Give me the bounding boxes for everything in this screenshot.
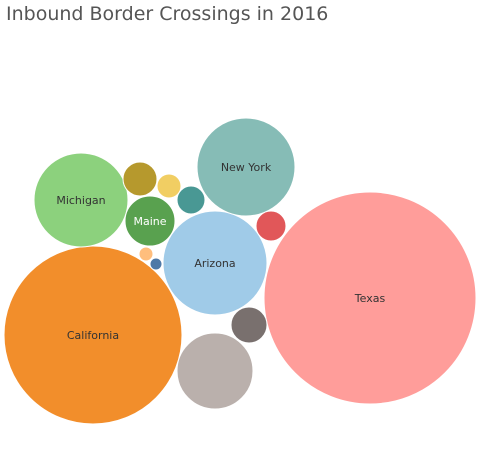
bubble-unlabeled-6[interactable] bbox=[176, 332, 254, 410]
bubble-unlabeled-13[interactable] bbox=[149, 257, 163, 271]
bubble-unlabeled-11[interactable] bbox=[176, 185, 206, 215]
bubble-new-york[interactable] bbox=[196, 117, 296, 217]
bubble-arizona[interactable] bbox=[162, 210, 268, 316]
bubble-label-maine: Maine bbox=[133, 215, 166, 228]
bubble-unlabeled-8[interactable] bbox=[255, 210, 287, 242]
bubble-label-new-york: New York bbox=[221, 161, 272, 174]
bubble-label-california: California bbox=[67, 329, 119, 342]
bubble-california[interactable] bbox=[3, 245, 183, 425]
bubble-unlabeled-12[interactable] bbox=[138, 246, 154, 262]
bubble-label-arizona: Arizona bbox=[194, 257, 235, 270]
bubble-label-michigan: Michigan bbox=[56, 194, 105, 207]
bubble-unlabeled-7[interactable] bbox=[230, 306, 268, 344]
bubble-maine[interactable] bbox=[124, 195, 176, 247]
bubble-michigan[interactable] bbox=[33, 152, 129, 248]
bubble-label-texas: Texas bbox=[354, 292, 386, 305]
chart-title: Inbound Border Crossings in 2016 bbox=[6, 3, 329, 25]
bubble-unlabeled-9[interactable] bbox=[122, 161, 158, 197]
bubble-group: Texas California Arizona New York Michigan Ma… bbox=[3, 117, 477, 425]
bubble-unlabeled-10[interactable] bbox=[156, 173, 182, 199]
bubble-texas[interactable] bbox=[263, 191, 477, 405]
